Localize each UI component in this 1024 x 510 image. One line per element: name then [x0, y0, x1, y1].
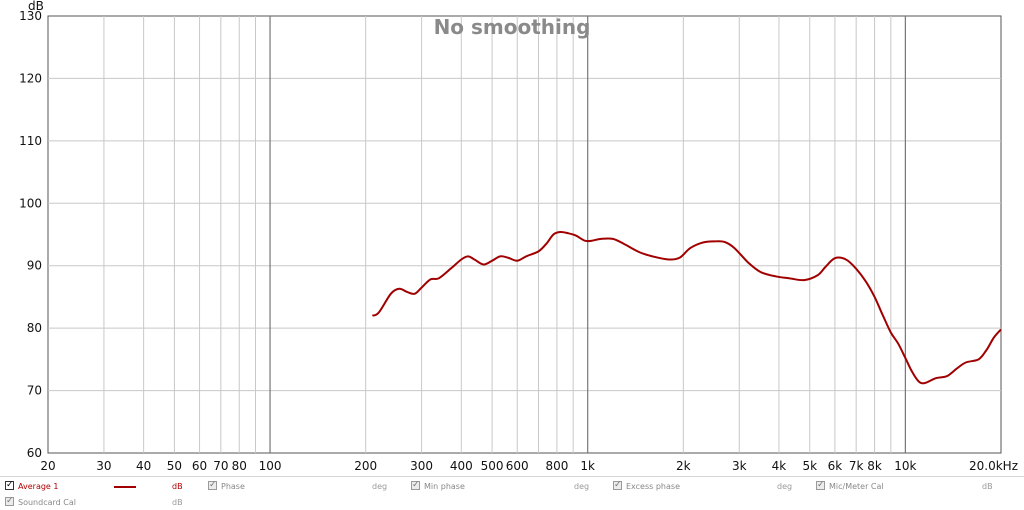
legend-label: Soundcard Cal [18, 498, 76, 507]
y-tick-label: 100 [19, 196, 42, 210]
x-tick-label: 500 [481, 459, 504, 473]
x-tick-label: 600 [506, 459, 529, 473]
legend-unit: deg [574, 482, 590, 491]
legend-unit: deg [372, 482, 388, 491]
x-tick-label: 30 [96, 459, 111, 473]
legend-label: Phase [221, 482, 245, 491]
x-tick-label: 400 [450, 459, 473, 473]
legend-checkbox[interactable]: ✓ [5, 480, 14, 490]
x-tick-label: 4k [772, 459, 787, 473]
legend-unit: dB [172, 498, 183, 507]
legend-label: Min phase [424, 482, 465, 491]
y-tick-label: 120 [19, 71, 42, 85]
x-tick-label: 5k [802, 459, 817, 473]
chart-title: No smoothing [434, 15, 591, 39]
x-tick-label: 2k [676, 459, 691, 473]
y-tick-label: 60 [27, 446, 42, 460]
legend-checkbox[interactable]: ✓ [5, 496, 14, 506]
y-axis-unit-label: dB [28, 0, 44, 13]
legend-unit: dB [982, 482, 993, 491]
x-tick-label: 6k [828, 459, 843, 473]
x-tick-label: 10k [894, 459, 916, 473]
legend-checkbox[interactable]: ✓ [816, 480, 825, 490]
x-tick-label: 40 [136, 459, 151, 473]
grid-lines [48, 16, 1001, 453]
legend-unit: dB [172, 482, 183, 491]
legend-label: Mic/Meter Cal [829, 482, 884, 491]
x-tick-label: 50 [167, 459, 182, 473]
x-tick-label: 100 [259, 459, 282, 473]
x-tick-label: 1k [580, 459, 595, 473]
legend-checkbox[interactable]: ✓ [411, 480, 420, 490]
legend-bar: ✓ Average 1 dB ✓ Phase deg ✓ Min phase deg ✓ Exces… [0, 476, 1024, 510]
x-tick-label: 300 [410, 459, 433, 473]
y-tick-label: 70 [27, 384, 42, 398]
legend-checkbox[interactable]: ✓ [613, 480, 622, 490]
x-tick-label: 60 [192, 459, 207, 473]
y-tick-label: 90 [27, 259, 42, 273]
x-tick-label: 7k [849, 459, 864, 473]
plot-background [47, 15, 1002, 454]
x-tick-label: 3k [732, 459, 747, 473]
series-line-0 [371, 230, 1002, 385]
frequency-response-chart: 60 70 80 90 100 110 120 130 20 30 40 50 60 70 80 100 200… [19, 0, 1018, 473]
data-curves [371, 230, 1002, 385]
x-tick-label: 80 [232, 459, 247, 473]
legend-color-swatch [114, 486, 136, 488]
x-tick-label: 70 [213, 459, 228, 473]
legend-checkbox[interactable]: ✓ [208, 480, 217, 490]
legend-unit: deg [777, 482, 793, 491]
legend-label: Excess phase [626, 482, 680, 491]
x-tick-label: 8k [867, 459, 882, 473]
x-tick-label: 20.0kHz [969, 459, 1018, 473]
x-tick-label: 200 [354, 459, 377, 473]
y-tick-label: 110 [19, 134, 42, 148]
x-tick-label: 20 [40, 459, 55, 473]
legend-label: Average 1 [18, 482, 59, 491]
axis-labels: 60 70 80 90 100 110 120 130 20 30 40 50 60 70 80 100 200… [19, 9, 1018, 473]
y-tick-label: 80 [27, 321, 42, 335]
x-tick-label: 800 [545, 459, 568, 473]
y-tick-label: 130 [19, 9, 42, 23]
